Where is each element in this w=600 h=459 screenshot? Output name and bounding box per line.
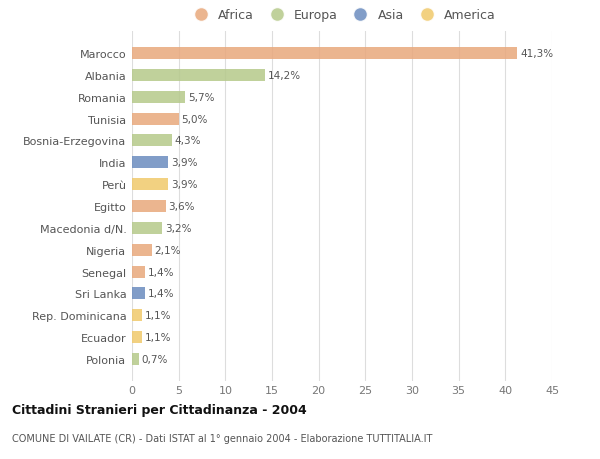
Bar bbox=[132, 266, 145, 278]
Bar bbox=[132, 244, 152, 256]
Text: 3,2%: 3,2% bbox=[164, 224, 191, 233]
Text: 14,2%: 14,2% bbox=[268, 71, 301, 81]
Bar bbox=[132, 157, 169, 169]
Bar bbox=[132, 288, 145, 300]
Bar bbox=[132, 353, 139, 365]
Bar bbox=[132, 179, 169, 191]
Text: 1,4%: 1,4% bbox=[148, 267, 175, 277]
Text: 3,9%: 3,9% bbox=[171, 158, 198, 168]
Text: 4,3%: 4,3% bbox=[175, 136, 202, 146]
Text: 1,1%: 1,1% bbox=[145, 311, 172, 320]
Bar bbox=[132, 113, 179, 125]
Bar bbox=[132, 309, 142, 321]
Bar bbox=[132, 222, 162, 235]
Bar bbox=[132, 135, 172, 147]
Text: Cittadini Stranieri per Cittadinanza - 2004: Cittadini Stranieri per Cittadinanza - 2… bbox=[12, 403, 307, 416]
Legend: Africa, Europa, Asia, America: Africa, Europa, Asia, America bbox=[185, 7, 499, 25]
Text: 3,6%: 3,6% bbox=[169, 202, 195, 212]
Text: 41,3%: 41,3% bbox=[520, 49, 553, 59]
Text: COMUNE DI VAILATE (CR) - Dati ISTAT al 1° gennaio 2004 - Elaborazione TUTTITALIA: COMUNE DI VAILATE (CR) - Dati ISTAT al 1… bbox=[12, 433, 433, 442]
Bar bbox=[132, 331, 142, 343]
Text: 1,4%: 1,4% bbox=[148, 289, 175, 299]
Text: 0,7%: 0,7% bbox=[142, 354, 168, 364]
Bar bbox=[132, 201, 166, 213]
Text: 1,1%: 1,1% bbox=[145, 332, 172, 342]
Text: 3,9%: 3,9% bbox=[171, 180, 198, 190]
Bar bbox=[132, 92, 185, 104]
Text: 5,0%: 5,0% bbox=[181, 114, 208, 124]
Bar bbox=[132, 70, 265, 82]
Text: 2,1%: 2,1% bbox=[154, 245, 181, 255]
Text: 5,7%: 5,7% bbox=[188, 93, 215, 102]
Bar bbox=[132, 48, 517, 60]
